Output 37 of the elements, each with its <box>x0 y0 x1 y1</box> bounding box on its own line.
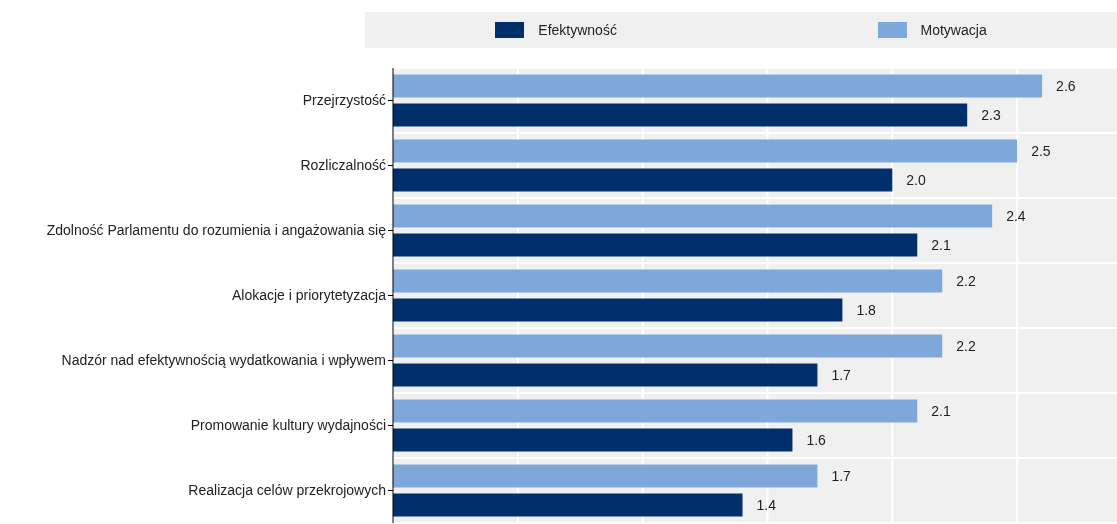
data-label: 2.1 <box>931 236 951 253</box>
data-label: 1.7 <box>831 467 852 484</box>
data-label: 2.3 <box>981 106 1001 123</box>
data-label: 2.2 <box>956 272 976 289</box>
y-tick-label: Nadzór nad efektywnością wydatkowania i wpływem <box>61 352 386 369</box>
y-tick-label: Alokacje i priorytetyzacja <box>231 287 387 304</box>
data-label: 1.8 <box>856 301 877 318</box>
data-label: 2.4 <box>1006 207 1026 224</box>
bar <box>393 363 818 387</box>
y-tick-label: Realizacja celów przekrojowych <box>188 482 386 499</box>
bar <box>393 298 843 322</box>
bar <box>393 74 1043 98</box>
legend-label: Motywacja <box>919 22 987 38</box>
data-label: 2.5 <box>1031 142 1051 159</box>
data-label: 2.6 <box>1056 77 1076 94</box>
y-tick-label: Przejrzystość <box>302 92 386 109</box>
y-tick-label: Rozliczalność <box>300 157 386 174</box>
y-tick-label: Promowanie kultury wydajności <box>190 417 386 434</box>
data-label: 2.1 <box>931 402 951 419</box>
bar <box>393 103 968 127</box>
data-label: 1.4 <box>756 496 777 513</box>
data-label: 2.2 <box>956 337 976 354</box>
bar <box>393 428 793 452</box>
bar <box>393 139 1018 163</box>
bar <box>393 399 918 423</box>
legend-label: Efektywność <box>537 22 617 38</box>
bar <box>393 493 743 517</box>
data-label: 1.7 <box>831 366 852 383</box>
bar <box>393 168 893 192</box>
bar <box>393 204 993 228</box>
data-label: 2.0 <box>906 171 926 188</box>
data-label: 1.6 <box>806 431 827 448</box>
bar <box>393 269 943 293</box>
bar <box>393 233 918 257</box>
y-tick-label: Zdolność Parlamentu do rozumienia i angażowania się <box>46 222 387 239</box>
bar <box>393 334 943 358</box>
bar <box>393 464 818 488</box>
